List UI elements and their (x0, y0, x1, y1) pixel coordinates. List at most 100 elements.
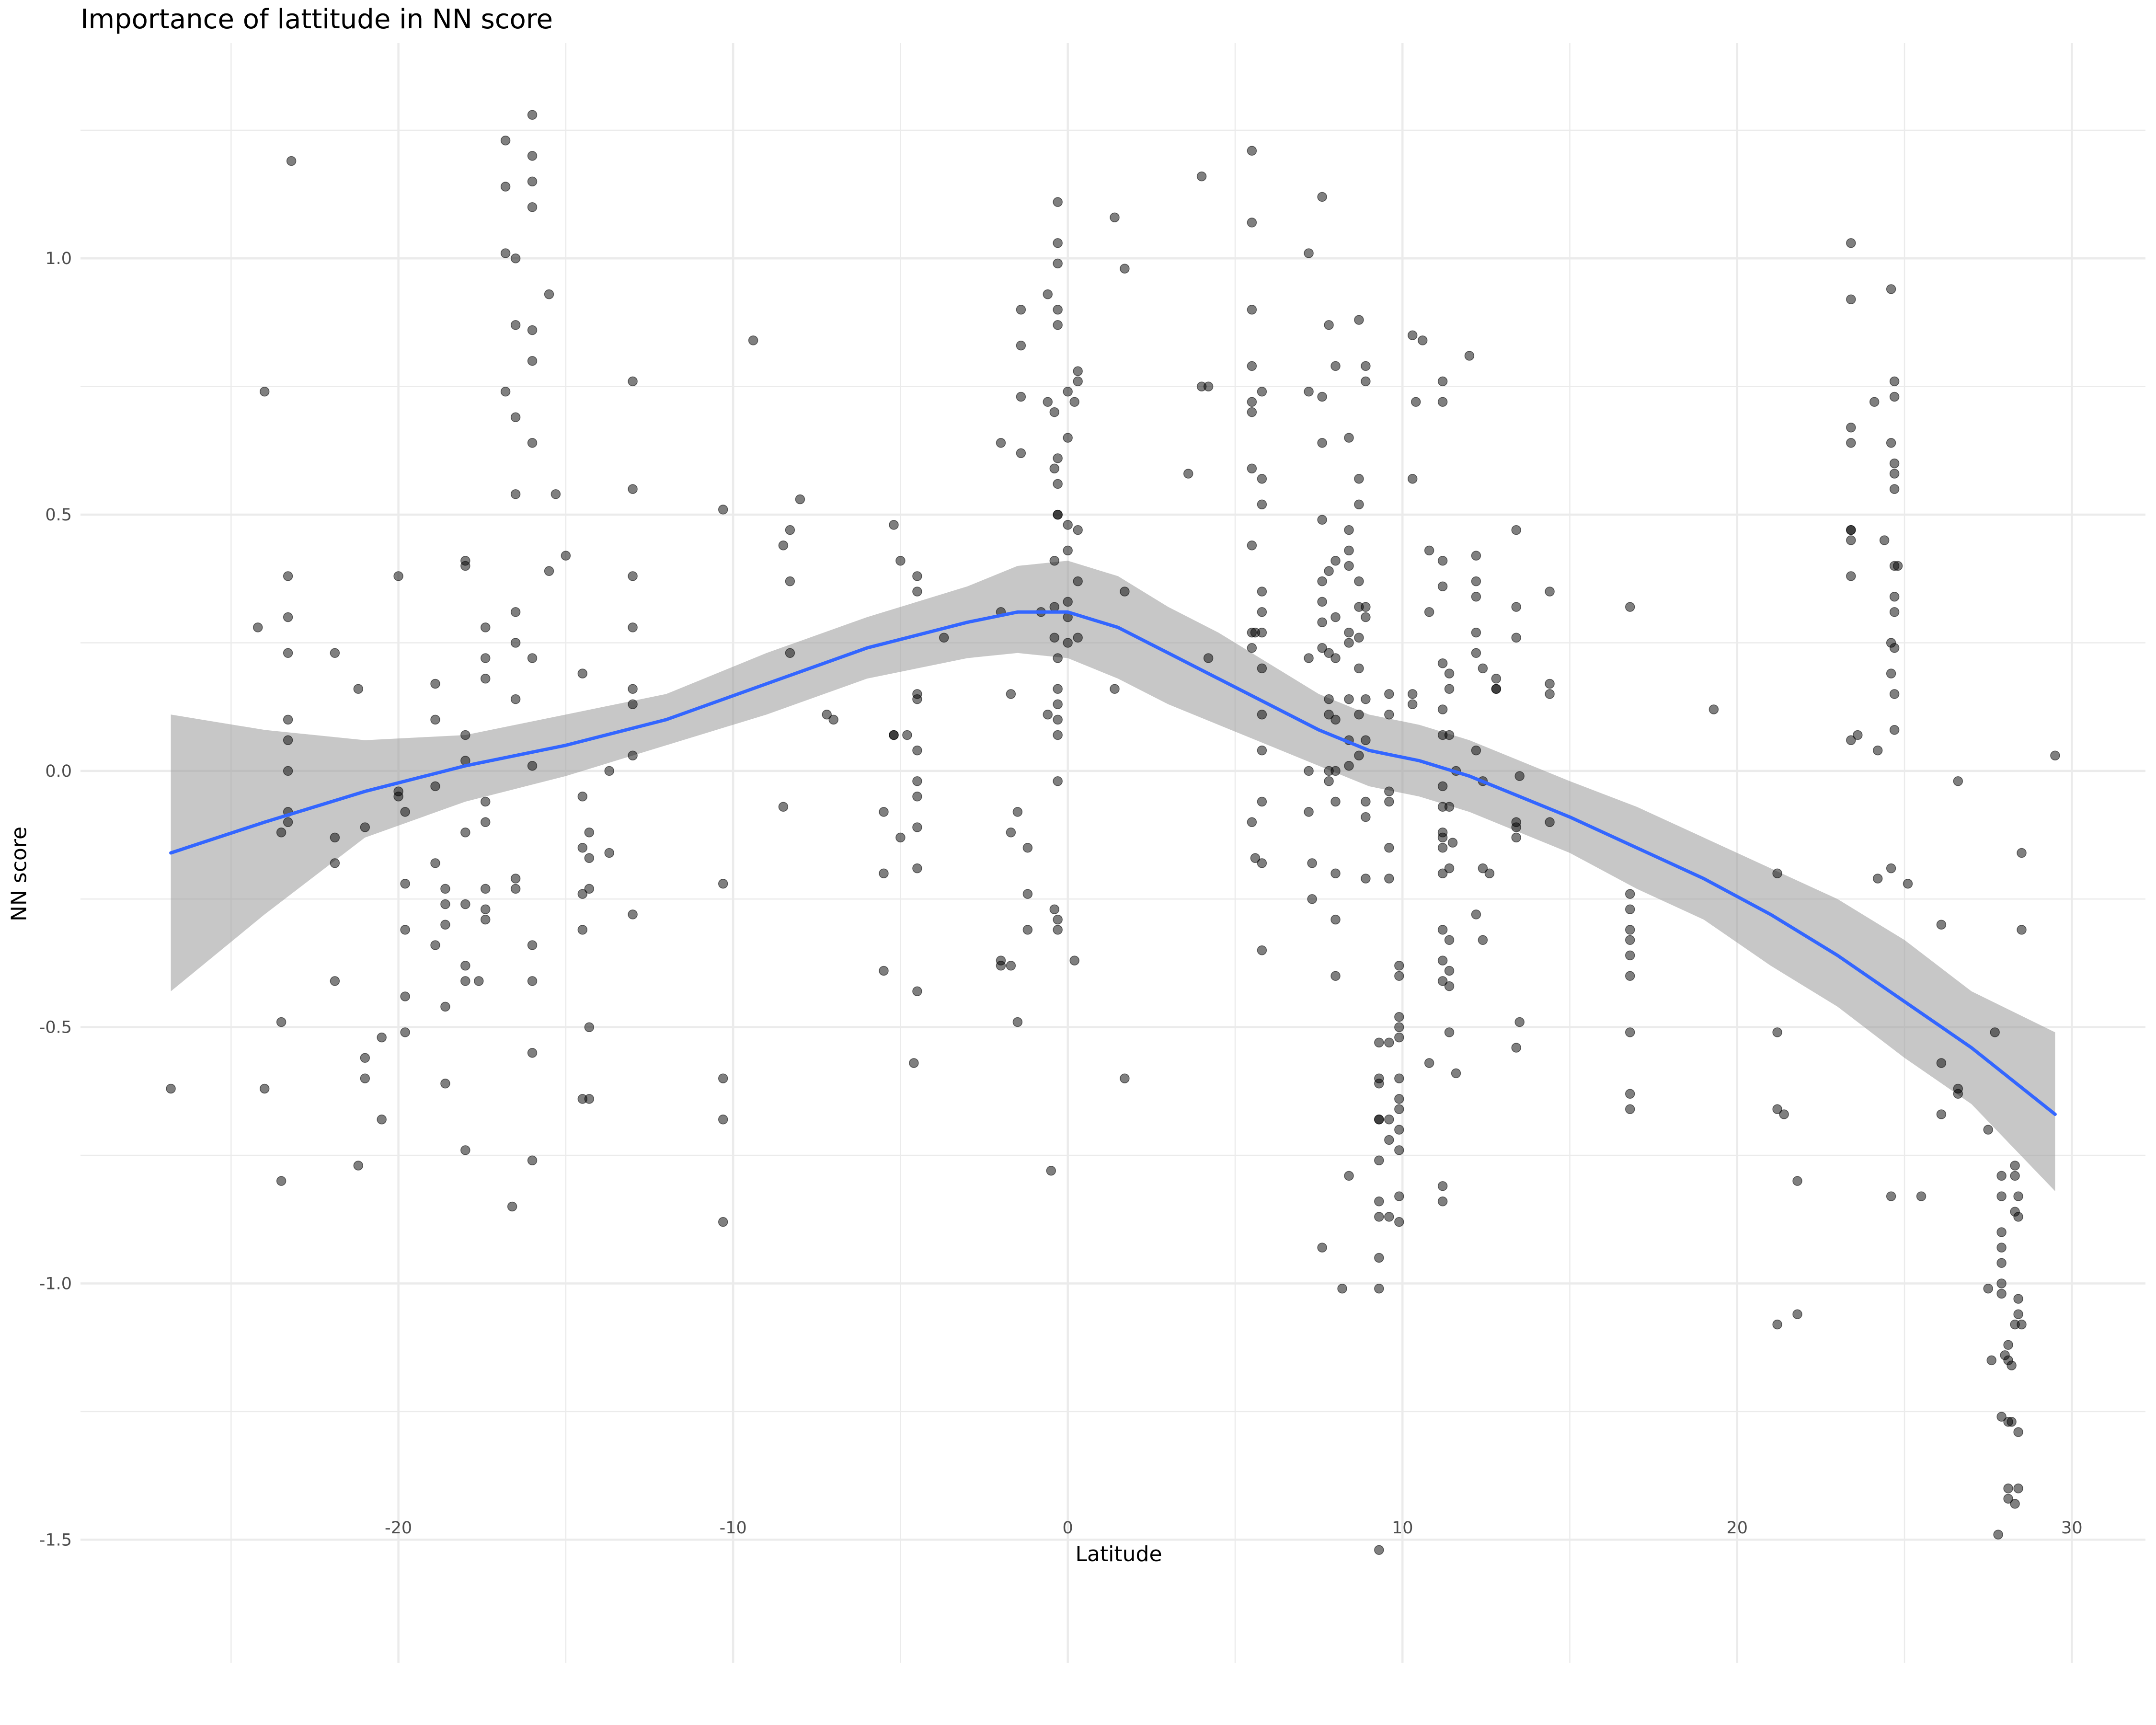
data-point (1247, 540, 1257, 551)
data-point (527, 110, 538, 120)
data-point (283, 571, 293, 581)
data-point (1625, 935, 1635, 945)
data-point (1247, 146, 1257, 156)
data-point (1247, 361, 1257, 371)
data-point (1257, 627, 1267, 638)
data-point (778, 540, 789, 551)
data-point (1986, 1355, 1996, 1366)
data-point (2010, 1171, 2020, 1181)
data-point (1491, 674, 1502, 684)
data-point (1407, 689, 1418, 699)
data-point (879, 868, 889, 879)
data-point (1344, 433, 1354, 443)
data-point (1394, 1094, 1404, 1104)
data-point (2003, 1484, 2013, 1494)
data-point (1073, 366, 1083, 376)
data-point (527, 653, 538, 663)
data-point (460, 827, 470, 838)
data-point (1846, 571, 1856, 581)
data-point (828, 714, 838, 725)
data-point (1022, 889, 1033, 899)
data-point (1953, 776, 1963, 786)
data-point (1073, 632, 1083, 643)
data-point (1257, 796, 1267, 807)
data-point (1545, 678, 1555, 689)
data-point (1317, 391, 1327, 402)
data-point (1354, 473, 1364, 484)
data-point (879, 966, 889, 976)
x-tick-label: -10 (720, 1518, 747, 1538)
data-point (480, 622, 491, 632)
data-point (1444, 684, 1455, 694)
x-tick-label: 30 (2061, 1518, 2083, 1538)
data-point (400, 925, 410, 935)
data-point (480, 674, 491, 684)
data-point (1437, 925, 1448, 935)
data-point (604, 766, 614, 776)
data-point (628, 484, 638, 494)
data-point (1491, 684, 1502, 694)
data-point (2013, 1484, 2023, 1494)
data-point (1384, 796, 1394, 807)
data-point (785, 525, 795, 535)
data-point (1471, 648, 1481, 658)
data-point (1053, 914, 1063, 925)
data-point (1063, 597, 1073, 607)
data-point (748, 335, 758, 345)
data-point (1203, 653, 1214, 663)
data-point (2013, 1191, 2023, 1201)
data-point (1772, 868, 1782, 879)
data-point (527, 1047, 538, 1058)
data-point (1709, 704, 1719, 714)
data-point (628, 909, 638, 920)
data-point (1063, 638, 1073, 648)
data-point (1361, 612, 1371, 622)
data-point (912, 745, 922, 756)
minor-grid (80, 43, 2145, 1663)
data-point (1889, 391, 1900, 402)
data-point (1625, 602, 1635, 612)
data-point (1464, 351, 1475, 361)
data-point (1983, 1283, 1993, 1294)
data-point (1444, 981, 1455, 991)
data-point (1354, 750, 1364, 761)
data-point (1257, 709, 1267, 720)
data-point (1869, 397, 1880, 407)
data-point (1069, 955, 1079, 966)
data-point (1374, 1196, 1384, 1207)
data-point (1257, 945, 1267, 955)
data-point (460, 899, 470, 909)
data-point (1545, 817, 1555, 828)
data-point (1384, 1135, 1394, 1145)
data-point (1257, 745, 1267, 756)
data-point (330, 976, 340, 986)
data-point (1374, 1037, 1384, 1048)
data-point (393, 792, 403, 802)
data-point (1625, 925, 1635, 935)
x-tick-label: 10 (1392, 1518, 1413, 1538)
data-point (912, 822, 922, 832)
data-point (1424, 1058, 1434, 1068)
data-point (1846, 735, 1856, 745)
data-point (1016, 448, 1026, 458)
data-point (1437, 376, 1448, 387)
data-point (889, 520, 899, 530)
data-point (527, 325, 538, 335)
y-tick-label: 0.0 (45, 762, 72, 781)
data-point (2003, 1494, 2013, 1504)
data-point (1394, 1191, 1404, 1201)
data-point (1846, 438, 1856, 448)
data-point (778, 802, 789, 812)
data-point (1053, 304, 1063, 315)
data-point (795, 494, 805, 505)
data-point (1374, 1155, 1384, 1166)
data-point (1394, 1032, 1404, 1043)
data-point (1317, 192, 1327, 202)
data-point (2003, 1340, 2013, 1350)
data-point (480, 914, 491, 925)
data-point (2007, 1360, 2017, 1370)
data-point (1444, 966, 1455, 976)
data-point (1853, 730, 1863, 740)
data-point (1772, 1104, 1782, 1115)
data-point (1330, 653, 1341, 663)
